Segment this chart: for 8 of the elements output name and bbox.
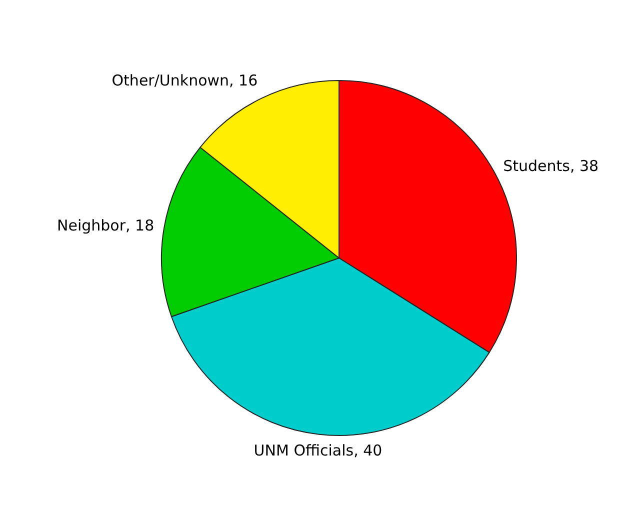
slice-label: Other/Unknown	[112, 71, 230, 90]
data-label: , 18	[126, 216, 154, 234]
data-label: , 38	[570, 157, 599, 176]
data-label: , 40	[354, 442, 382, 460]
slice-label: UNM Officials	[254, 442, 354, 460]
slice-label: Students	[503, 157, 570, 176]
slice-label: Neighbor	[57, 216, 126, 234]
data-label: , 16	[229, 71, 258, 90]
